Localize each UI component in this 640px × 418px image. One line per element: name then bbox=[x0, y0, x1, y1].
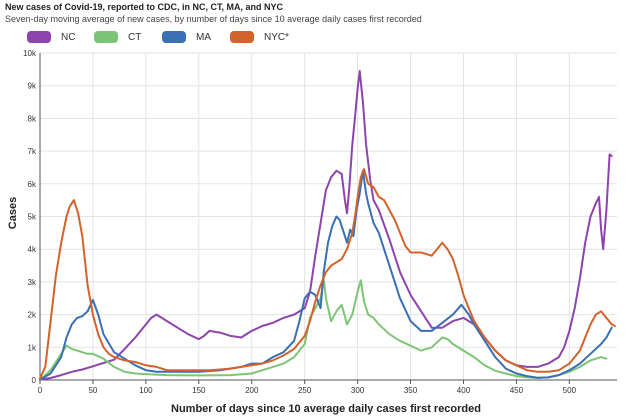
legend-label-nyc: NYC* bbox=[264, 31, 290, 43]
axes: 0 1k 2k 3k 4k 5k 6k 7k 8k 9k 10k 0 50 100 150 200 250 300… bbox=[23, 49, 617, 395]
chart-legend: NC CT MA NYC* bbox=[0, 28, 640, 46]
x-tick-label: 150 bbox=[192, 386, 206, 395]
x-tick-label: 450 bbox=[510, 386, 524, 395]
y-tick-label: 10k bbox=[23, 49, 37, 58]
y-tick-label: 8k bbox=[28, 114, 37, 123]
grid-lines bbox=[39, 52, 617, 381]
legend-item-nyc[interactable]: NYC* bbox=[230, 31, 289, 43]
legend-swatch-nyc bbox=[230, 31, 254, 43]
series-lines bbox=[39, 70, 616, 381]
legend-swatch-nc bbox=[27, 31, 51, 43]
legend-swatch-ct bbox=[94, 31, 118, 43]
legend-item-ct[interactable]: CT bbox=[94, 31, 141, 43]
legend-item-nc[interactable]: NC bbox=[27, 31, 75, 43]
y-tick-label: 6k bbox=[28, 180, 37, 189]
chart-title: New cases of Covid-19, reported to CDC, … bbox=[5, 2, 284, 12]
x-tick-label: 400 bbox=[457, 386, 471, 395]
series-line-ma[interactable] bbox=[39, 169, 613, 381]
legend-label-ct: CT bbox=[128, 31, 142, 43]
legend-swatch-ma bbox=[162, 31, 186, 43]
y-tick-label: 9k bbox=[28, 82, 37, 91]
legend-item-ma[interactable]: MA bbox=[162, 31, 211, 43]
x-tick-label: 50 bbox=[88, 386, 97, 395]
series-line-nyc[interactable] bbox=[39, 168, 616, 380]
x-axis-title: Number of days since 10 average daily ca… bbox=[171, 403, 481, 415]
x-tick-label: 250 bbox=[298, 386, 312, 395]
x-tick-label: 300 bbox=[351, 386, 365, 395]
series-line-ct[interactable] bbox=[39, 277, 608, 381]
y-tick-label: 0 bbox=[32, 376, 37, 385]
chart-subtitle: Seven-day moving average of new cases, b… bbox=[5, 14, 422, 24]
legend-label-nc: NC bbox=[61, 31, 76, 43]
y-tick-label: 3k bbox=[28, 278, 37, 287]
y-tick-label: 5k bbox=[28, 213, 37, 222]
x-tick-label: 350 bbox=[404, 386, 418, 395]
series-line-nc[interactable] bbox=[39, 70, 613, 381]
y-tick-label: 2k bbox=[28, 311, 37, 320]
y-tick-label: 7k bbox=[28, 147, 37, 156]
y-axis-title: Cases bbox=[7, 197, 19, 229]
y-tick-label: 1k bbox=[28, 343, 37, 352]
x-tick-label: 200 bbox=[245, 386, 259, 395]
y-tick-label: 4k bbox=[28, 245, 37, 254]
x-tick-label: 500 bbox=[563, 386, 577, 395]
legend-label-ma: MA bbox=[196, 31, 211, 43]
x-tick-label: 100 bbox=[139, 386, 153, 395]
x-tick-label: 0 bbox=[38, 386, 43, 395]
